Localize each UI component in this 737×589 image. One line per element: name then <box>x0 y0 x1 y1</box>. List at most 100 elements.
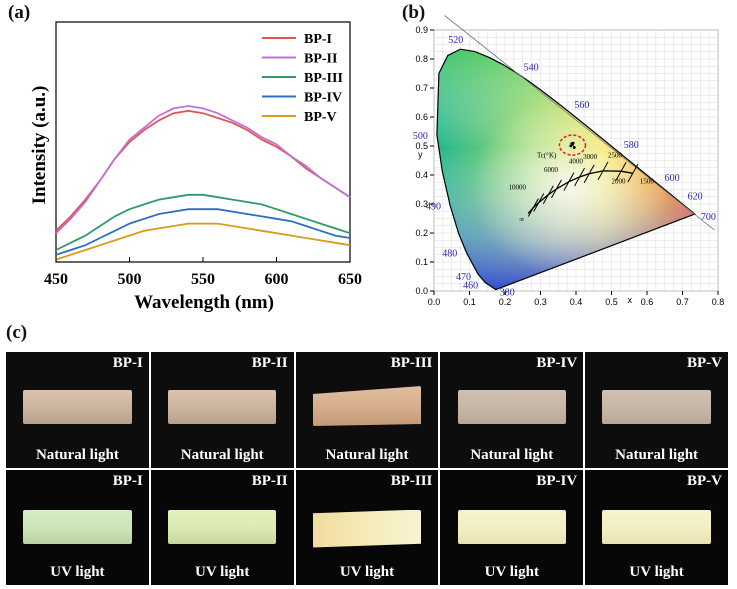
condition-label: Natural light <box>151 447 294 464</box>
condition-label: Natural light <box>6 447 149 464</box>
x-tick-label: 0.0 <box>428 297 441 307</box>
y-tick-label: 0.8 <box>415 54 428 64</box>
chart-series-group <box>56 106 350 260</box>
photo-natural-bp-i: BP-I Natural light <box>6 352 149 468</box>
wavelength-label: 520 <box>448 35 463 46</box>
photo-natural-bp-iv: BP-IV Natural light <box>440 352 583 468</box>
sample-tag: BP-V <box>687 473 722 490</box>
wavelength-label: 620 <box>688 192 703 203</box>
sample-strip <box>313 510 422 548</box>
condition-label: Natural light <box>296 447 439 464</box>
sample-strip <box>23 510 132 544</box>
photo-uv-bp-ii: BP-II UV light <box>151 470 294 586</box>
cct-label: 6000 <box>544 166 559 174</box>
photo-natural-bp-v: BP-V Natural light <box>585 352 728 468</box>
sample-strip <box>23 390 132 424</box>
cct-label: 2500 <box>608 152 623 160</box>
cct-label: ∞ <box>519 215 524 223</box>
y-tick-label: 0.2 <box>415 228 428 238</box>
series-line-bp-v <box>56 224 350 260</box>
x-tick-label: 450 <box>44 271 68 288</box>
wavelength-label: 470 <box>456 272 471 283</box>
y-tick-label: 0.3 <box>415 199 428 209</box>
condition-label: Natural light <box>585 447 728 464</box>
sample-strip <box>168 390 277 424</box>
y-tick-label: 0.0 <box>415 286 428 296</box>
y-tick-label: 0.4 <box>415 170 428 180</box>
cct-label: Tc(°K) <box>537 152 557 160</box>
condition-label: UV light <box>440 564 583 581</box>
photo-uv-bp-iv: BP-IV UV light <box>440 470 583 586</box>
sample-point-bp-iii <box>573 146 576 149</box>
x-tick-label: 0.2 <box>499 297 512 307</box>
condition-label: UV light <box>6 564 149 581</box>
wavelength-label: 490 <box>426 201 441 212</box>
sample-tag: BP-V <box>687 355 722 372</box>
condition-label: UV light <box>585 564 728 581</box>
condition-label: Natural light <box>440 447 583 464</box>
legend-label: BP-I <box>304 32 332 47</box>
condition-label: UV light <box>296 564 439 581</box>
x-tick-label: 0.6 <box>641 297 654 307</box>
wavelength-label: 560 <box>574 100 589 111</box>
sample-strip <box>458 510 567 544</box>
legend-label: BP-III <box>304 71 343 86</box>
x-tick-label: 0.7 <box>676 297 689 307</box>
sample-tag: BP-II <box>252 473 288 490</box>
wavelength-label: 700 <box>701 212 716 223</box>
legend-label: BP-II <box>304 52 337 67</box>
emission-spectra-chart: 450 500 550 600 650 BP-I BP-II BP-III BP-IV BP-V… <box>0 0 370 330</box>
x-tick-label: 0.4 <box>570 297 583 307</box>
photo-uv-bp-v: BP-V UV light <box>585 470 728 586</box>
photo-natural-bp-ii: BP-II Natural light <box>151 352 294 468</box>
y-axis-label: Intensity (a.u.) <box>29 86 50 205</box>
cct-label: 3000 <box>583 153 598 161</box>
cct-label: 4000 <box>569 157 584 165</box>
series-line-bp-ii <box>56 106 350 233</box>
legend-label: BP-V <box>304 110 337 125</box>
photo-uv-bp-iii: BP-III UV light <box>296 470 439 586</box>
sample-strip <box>458 390 567 424</box>
x-tick-label: 600 <box>265 271 289 288</box>
sample-tag: BP-I <box>113 473 143 490</box>
sample-strip <box>602 390 711 424</box>
sample-strip <box>602 510 711 544</box>
x-tick-label: 650 <box>338 271 362 288</box>
x-tick-label: 550 <box>191 271 215 288</box>
sample-photo-grid: BP-I Natural light BP-II Natural light B… <box>6 352 728 585</box>
sample-tag: BP-III <box>391 355 433 372</box>
series-line-bp-iii <box>56 195 350 250</box>
x-tick-label: 0.5 <box>605 297 618 307</box>
wavelength-label: 600 <box>665 173 680 184</box>
y-axis-label: y <box>418 150 423 160</box>
legend-label: BP-IV <box>304 91 342 106</box>
photo-natural-bp-iii: BP-III Natural light <box>296 352 439 468</box>
sample-tag: BP-II <box>252 355 288 372</box>
x-tick-label: 0.3 <box>534 297 547 307</box>
photo-uv-bp-i: BP-I UV light <box>6 470 149 586</box>
y-tick-label: 0.7 <box>415 83 428 93</box>
y-tick-label: 0.6 <box>415 112 428 122</box>
wavelength-label: 580 <box>624 140 639 151</box>
sample-tag: BP-I <box>113 355 143 372</box>
x-axis-label: Wavelength (nm) <box>134 292 274 313</box>
y-tick-label: 0.9 <box>415 25 428 35</box>
series-line-bp-i <box>56 111 350 231</box>
x-tick-label: 500 <box>118 271 142 288</box>
sample-point-bp-v <box>570 142 573 145</box>
wavelength-label: 480 <box>442 248 457 259</box>
y-tick-label: 0.1 <box>415 257 428 267</box>
wavelength-label: 540 <box>524 62 539 73</box>
x-tick-label: 0.8 <box>712 297 725 307</box>
cct-label: 2000 <box>612 178 627 186</box>
x-tick-label: 0.1 <box>463 297 476 307</box>
cct-label: 1500 <box>640 178 655 186</box>
x-axis-label: x <box>627 295 632 305</box>
condition-label: UV light <box>151 564 294 581</box>
series-line-bp-iv <box>56 209 350 255</box>
sample-strip <box>168 510 277 544</box>
sample-tag: BP-IV <box>536 473 577 490</box>
sample-tag: BP-III <box>391 473 433 490</box>
sample-strip <box>313 386 422 426</box>
cie-chromaticity-chart: 380460470480490500520540560580600620700 … <box>400 0 737 312</box>
